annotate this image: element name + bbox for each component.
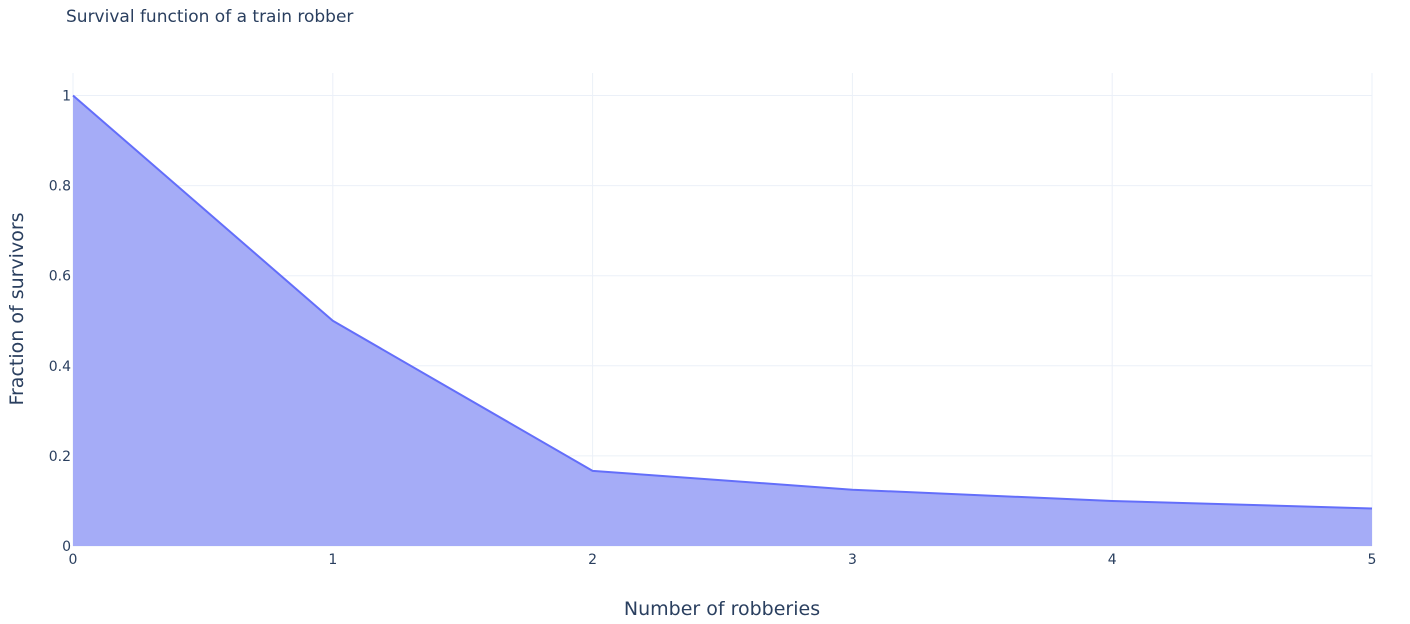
chart-title: Survival function of a train robber xyxy=(66,7,353,27)
y-tick-label: 0.4 xyxy=(49,359,71,375)
y-axis-ticks: 0 0.2 0.4 0.6 0.8 1 xyxy=(49,89,71,555)
y-tick-label: 0 xyxy=(62,539,71,555)
y-tick-label: 0.8 xyxy=(49,179,71,195)
y-tick-label: 0.2 xyxy=(49,449,71,465)
x-tick-label: 1 xyxy=(328,552,337,568)
plot-area xyxy=(72,94,1373,547)
x-axis-ticks: 0 1 2 3 4 5 xyxy=(69,552,1377,568)
x-tick-label: 5 xyxy=(1368,552,1377,568)
x-tick-label: 0 xyxy=(69,552,78,568)
x-tick-label: 3 xyxy=(848,552,857,568)
area-fill xyxy=(73,95,1372,547)
x-axis-title: Number of robberies xyxy=(624,598,820,620)
y-tick-label: 0.6 xyxy=(49,269,71,285)
y-axis-title: Fraction of survivors xyxy=(6,212,28,405)
x-tick-label: 4 xyxy=(1108,552,1117,568)
x-tick-label: 2 xyxy=(588,552,597,568)
series-line xyxy=(72,94,1373,510)
y-tick-label: 1 xyxy=(62,89,71,105)
